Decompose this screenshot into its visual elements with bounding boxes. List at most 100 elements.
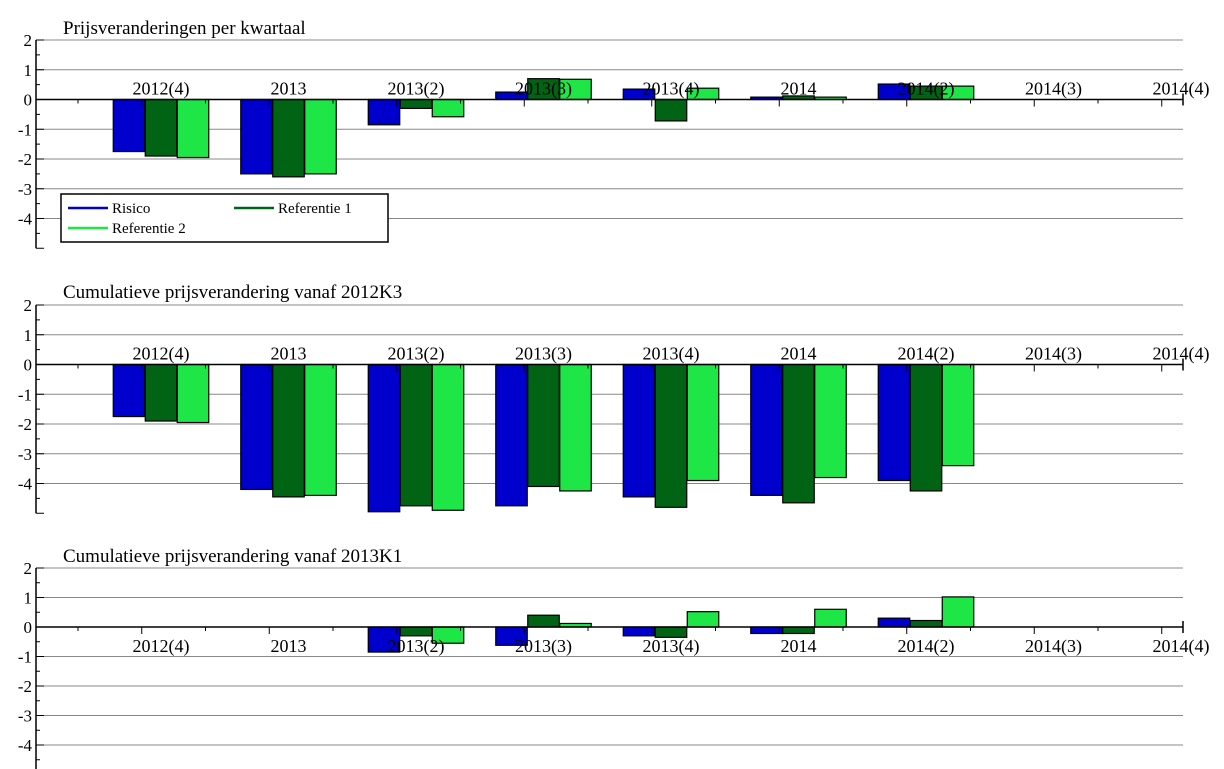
bar-risico <box>367 626 401 653</box>
bar-risico <box>240 363 273 491</box>
x-tick-label: 2014(4) <box>1153 344 1210 365</box>
legend-label: Referentie 1 <box>278 201 352 217</box>
bar-referentie-1 <box>399 363 433 507</box>
bar-referentie-1 <box>782 626 815 635</box>
y-tick-label: -1 <box>18 120 32 139</box>
x-tick-label: 2014(3) <box>1025 636 1082 657</box>
y-tick-label: 1 <box>24 61 33 80</box>
bar-referentie-1 <box>399 98 433 110</box>
chart-panel-1: Prijsveranderingen per kwartaal 2 1 0 -1 -2 -3… <box>18 18 1210 249</box>
bar-referentie-2 <box>941 596 975 628</box>
bar-referentie-2 <box>431 98 465 118</box>
bar-referentie-2 <box>814 363 847 479</box>
y-tick-label: 2 <box>24 296 33 315</box>
bar-referentie-1 <box>144 363 178 422</box>
bar-referentie-2 <box>814 608 847 628</box>
bar-risico <box>495 363 528 507</box>
bar-risico <box>622 363 656 498</box>
chart-panel-2: Cumulatieve prijsverandering vanaf 2012K… <box>18 282 1210 514</box>
x-tick-label: 2013(2) <box>388 79 445 100</box>
x-tick-label: 2012(4) <box>133 344 190 365</box>
bar-referentie-1 <box>272 363 305 498</box>
x-tick-label: 2013(4) <box>643 79 700 100</box>
x-tick-label: 2013(3) <box>515 636 572 657</box>
legend: Risico Referentie 1 Referentie 2 <box>60 193 389 243</box>
bar-referentie-2 <box>686 611 720 628</box>
y-tick-label: 0 <box>24 91 33 110</box>
x-tick-label: 2012(4) <box>133 636 190 657</box>
x-tick-label: 2013(2) <box>388 636 445 657</box>
bar-referentie-1 <box>272 98 305 178</box>
bar-referentie-2 <box>176 363 210 424</box>
y-tick-label: -3 <box>18 180 32 199</box>
bar-risico <box>367 363 401 513</box>
y-tick-label: 1 <box>24 589 33 608</box>
bar-risico <box>750 363 783 496</box>
y-tick-label: -1 <box>18 385 32 404</box>
y-tick-label: 2 <box>24 559 33 578</box>
bar-referentie-1 <box>399 626 433 637</box>
x-tick-label: 2013(4) <box>643 344 700 365</box>
x-tick-label: 2013(3) <box>515 344 572 365</box>
legend-label: Referentie 2 <box>112 221 186 237</box>
chart-title: Cumulatieve prijsverandering vanaf 2012K… <box>63 282 402 303</box>
bar-referentie-1 <box>654 363 688 508</box>
x-tick-label: 2014(3) <box>1025 344 1082 365</box>
bar-risico <box>877 617 911 628</box>
y-tick-label: 0 <box>24 618 33 637</box>
bar-referentie-2 <box>176 98 210 159</box>
y-tick-label: -3 <box>18 445 32 464</box>
bar-risico <box>240 98 273 175</box>
bar-risico <box>622 626 656 637</box>
bar-risico <box>112 98 146 153</box>
y-tick-label: -4 <box>18 210 33 229</box>
bar-referentie-1 <box>527 614 560 628</box>
x-tick-label: 2014 <box>781 79 817 99</box>
y-tick-label: 0 <box>24 356 33 375</box>
bar-referentie-1 <box>909 619 943 628</box>
bar-referentie-2 <box>559 363 592 492</box>
bar-risico <box>367 98 401 126</box>
x-tick-label: 2013 <box>271 79 307 99</box>
y-tick-label: 1 <box>24 326 33 345</box>
bar-referentie-1 <box>144 98 178 157</box>
y-tick-label: -2 <box>18 150 32 169</box>
chart-title: Cumulatieve prijsverandering vanaf 2013K… <box>63 546 402 567</box>
x-tick-label: 2012(4) <box>133 79 190 100</box>
y-tick-label: -3 <box>18 707 32 726</box>
chart-title: Prijsveranderingen per kwartaal <box>63 18 306 39</box>
legend-box <box>60 193 389 243</box>
x-tick-label: 2014(2) <box>898 344 955 365</box>
legend-label: Risico <box>112 201 150 217</box>
x-tick-label: 2014 <box>781 636 817 656</box>
bar-referentie-1 <box>909 363 943 492</box>
x-tick-label: 2014(4) <box>1153 636 1210 657</box>
bar-referentie-2 <box>941 363 975 467</box>
x-tick-label: 2014(2) <box>898 79 955 100</box>
y-tick-label: -2 <box>18 677 32 696</box>
x-tick-label: 2014(4) <box>1153 79 1210 100</box>
bar-referentie-2 <box>431 363 465 511</box>
bar-risico <box>112 363 146 418</box>
y-tick-label: -1 <box>18 648 32 667</box>
x-tick-label: 2014 <box>781 344 817 364</box>
x-tick-label: 2013 <box>271 636 307 656</box>
y-tick-label: -2 <box>18 415 32 434</box>
bar-risico <box>750 626 783 635</box>
x-tick-label: 2014(2) <box>898 636 955 657</box>
bar-referentie-1 <box>654 98 688 122</box>
y-tick-label: -4 <box>18 736 33 755</box>
bar-referentie-2 <box>304 98 337 175</box>
chart-panel-3: Cumulatieve prijsverandering vanaf 2013K… <box>18 546 1210 769</box>
bar-referentie-1 <box>782 363 815 504</box>
x-tick-label: 2013(3) <box>515 79 572 100</box>
bar-risico <box>877 363 911 482</box>
x-tick-label: 2013 <box>271 344 307 364</box>
y-tick-label: 2 <box>24 31 33 50</box>
bar-referentie-2 <box>304 363 337 496</box>
bar-referentie-1 <box>527 363 560 488</box>
x-tick-label: 2013(4) <box>643 636 700 657</box>
bar-referentie-2 <box>686 363 720 482</box>
x-tick-label: 2014(3) <box>1025 79 1082 100</box>
